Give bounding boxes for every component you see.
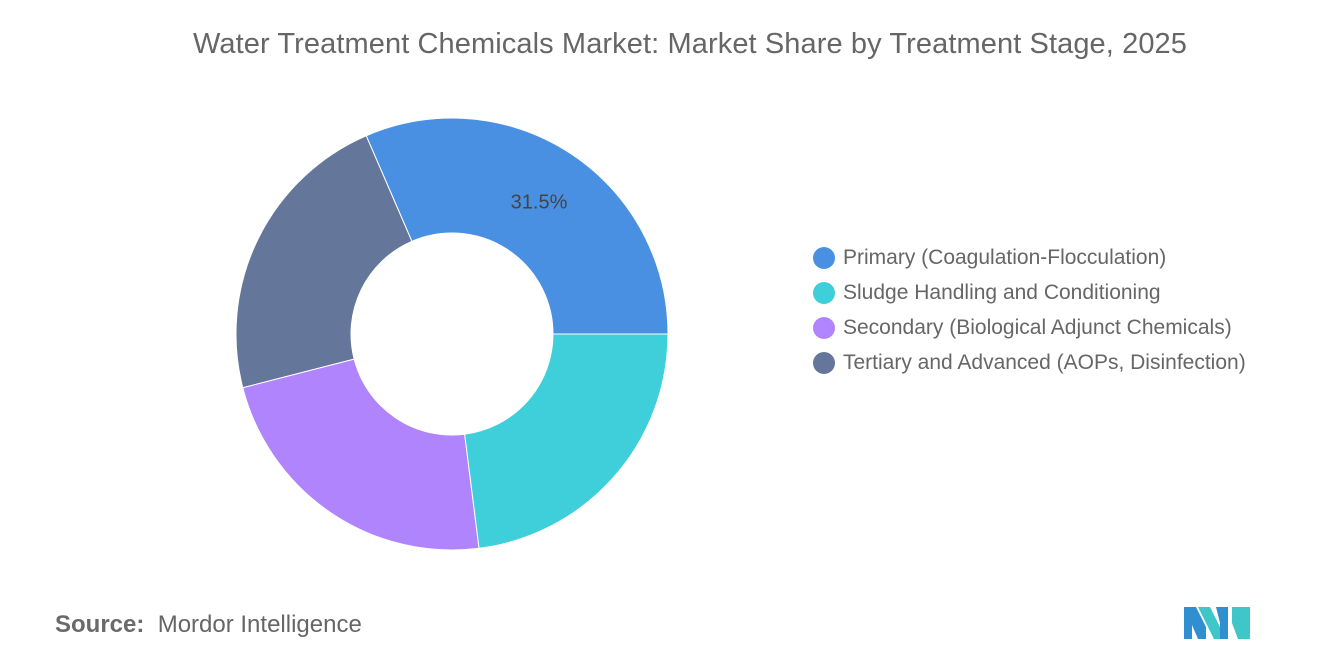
donut-slices [235,117,669,551]
source-note: Source: Mordor Intelligence [55,611,362,639]
donut-slice [235,135,413,389]
donut-slice [242,358,480,551]
donut-slice [464,333,669,549]
donut-labels: 31.5% [511,192,568,214]
legend-item-secondary: Secondary (Biological Adjunct Chemicals) [813,314,1283,342]
legend-swatch [813,352,835,374]
mordor-intelligence-logo-icon [1184,607,1250,639]
legend-swatch [813,282,835,304]
legend-label: Primary (Coagulation-Flocculation) [843,246,1167,269]
legend-item-primary: Primary (Coagulation-Flocculation) [813,244,1283,272]
source-value: Mordor Intelligence [157,611,362,638]
chart-title: Water Treatment Chemicals Market: Market… [192,28,1188,60]
donut-slice [365,117,669,335]
legend-swatch [813,247,835,269]
legend-label: Tertiary and Advanced (AOPs, Disinfectio… [843,351,1246,374]
legend-swatch [813,317,835,339]
legend-item-tertiary: Tertiary and Advanced (AOPs, Disinfectio… [813,349,1283,377]
slice-data-label: 31.5% [511,192,568,214]
legend-item-sludge: Sludge Handling and Conditioning [813,279,1283,307]
source-label: Source: [55,611,145,638]
legend: Primary (Coagulation-Flocculation) Sludg… [813,244,1283,384]
legend-label: Sludge Handling and Conditioning [843,281,1161,304]
legend-label: Secondary (Biological Adjunct Chemicals) [843,316,1232,339]
